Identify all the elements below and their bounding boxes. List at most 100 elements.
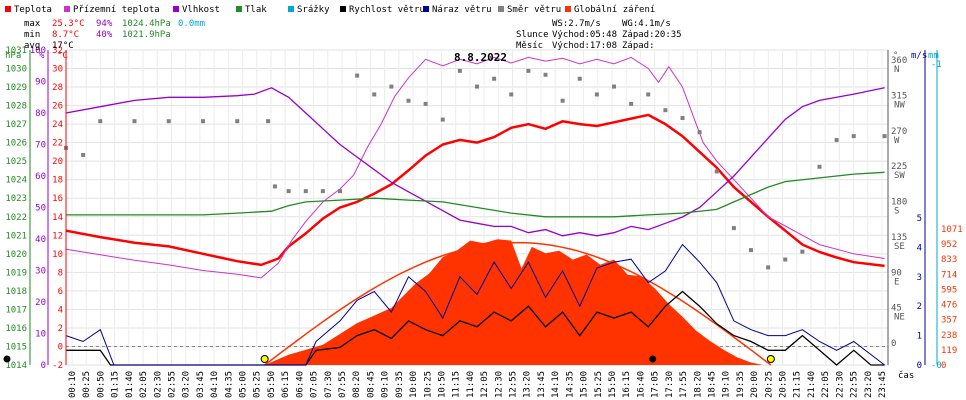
x-tick-label: 19:35	[736, 371, 746, 398]
wind-direction-point	[166, 119, 171, 124]
series-line-rychlost-větru	[66, 290, 885, 366]
x-tick-label: 23:45	[878, 371, 888, 398]
x-tick-label: 06:40	[295, 371, 305, 398]
ms-tick-label: 4	[917, 243, 922, 253]
sun-rise: Východ:05:48	[552, 30, 617, 40]
temp-tick-label: 0	[58, 342, 63, 352]
legend-label: Přízemní teplota	[73, 5, 160, 15]
pct-tick-label: 30	[35, 267, 46, 277]
pct-tick-label: 50	[35, 204, 46, 214]
stats-min-temp: 8.7°C	[52, 30, 79, 40]
x-tick-label: 18:45	[707, 371, 717, 398]
x-tick-label: 20:25	[764, 371, 774, 398]
x-tick-label: 00:25	[82, 371, 92, 398]
legend-swatch	[236, 6, 242, 12]
wind-direction-point	[272, 184, 277, 189]
pct-tick-label: 20	[35, 298, 46, 308]
wind-direction-point	[749, 248, 753, 253]
x-tick-label: 11:40	[466, 371, 476, 398]
wind-direction-points	[64, 68, 887, 270]
x-tick-label: 01:40	[125, 371, 135, 398]
hpa-tick-label: 1017	[5, 305, 27, 315]
moonrise-marker	[649, 355, 657, 363]
rad-tick-label: 357	[941, 316, 957, 326]
rad-tick-label: 952	[941, 240, 957, 250]
wind-direction-point	[492, 76, 497, 81]
hpa-tick-label: 1018	[5, 287, 27, 297]
stats-max-temp: 25.3°C	[52, 19, 85, 29]
wind-direction-point	[389, 84, 394, 89]
temp-tick-label: 12	[52, 231, 63, 241]
x-tick-label: 05:00	[239, 371, 249, 398]
legend-swatch	[423, 6, 429, 12]
pct-tick-label: 10	[35, 330, 46, 340]
x-tick-label: 09:35	[395, 371, 405, 398]
hpa-tick-label: 1021	[5, 231, 27, 241]
hpa-tick-label: 1020	[5, 250, 27, 260]
wind-direction-point	[882, 134, 887, 139]
wind-ws: WS:2.7m/s	[552, 19, 601, 29]
ms-tick-label: 5	[917, 214, 922, 224]
dir-compass-label: SE	[894, 242, 905, 252]
moon-phase-marker	[3, 355, 11, 363]
wind-direction-point	[509, 92, 514, 97]
wind-direction-point	[834, 138, 839, 143]
wind-direction-point	[697, 130, 702, 135]
legend-swatch	[64, 6, 70, 12]
x-tick-label: 17:30	[665, 371, 675, 398]
x-tick-label: 02:55	[167, 371, 177, 398]
pct-tick-label: 100	[30, 46, 46, 56]
x-tick-label: 20:00	[750, 371, 760, 398]
wind-direction-point	[800, 249, 805, 254]
x-tick-label: 12:55	[509, 371, 519, 398]
dir-tick-label: 45	[891, 304, 902, 314]
x-tick-label: 13:45	[537, 371, 547, 398]
x-tick-label: 13:20	[523, 371, 533, 398]
wind-direction-point	[98, 119, 103, 124]
wind-direction-point	[338, 189, 342, 194]
legend-label: Směr větru	[507, 5, 561, 15]
dir-tick-label: 225	[891, 162, 907, 172]
dir-compass-label: SW	[894, 171, 905, 181]
pct-tick-label: 40	[35, 235, 46, 245]
wind-wg: WG:4.1m/s	[622, 19, 671, 29]
legend-label: Vlhkost	[182, 5, 220, 15]
wind-direction-point	[526, 68, 531, 73]
stats-max-hum: 94%	[96, 19, 113, 29]
axes: 1014101510161017101810191020102110221023…	[3, 46, 963, 371]
temp-tick-label: 28	[52, 83, 63, 93]
dir-tick-label: 90	[891, 268, 902, 278]
temp-tick-label: 32	[52, 46, 63, 56]
series-line-náraz-větru	[65, 243, 885, 366]
temp-tick-label: 10	[52, 250, 63, 260]
ms-tick-label: 3	[917, 273, 922, 283]
mm-unit: mm	[928, 51, 939, 61]
radiation-area	[264, 239, 763, 365]
wind-direction-point	[440, 117, 445, 122]
hpa-tick-label: 1014	[5, 361, 27, 371]
x-tick-label: 05:50	[267, 371, 277, 398]
stats-max-label: max	[24, 19, 41, 29]
temp-unit: °C	[57, 51, 68, 61]
dir-compass-label: E	[894, 277, 899, 287]
legend-label: Tlak	[245, 5, 267, 15]
radiation-layer	[264, 239, 772, 366]
mm-tick-label: -0	[931, 361, 942, 371]
sun-label: Slunce	[516, 30, 549, 40]
dir-tick-label: 360	[891, 56, 907, 66]
x-tick-label: 16:15	[622, 371, 632, 398]
rad-tick-label: 119	[941, 346, 957, 356]
stats-block: max 25.3°C 94% 1024.4hPa 0.0mm min 8.7°C…	[24, 19, 205, 51]
temp-tick-label: -2	[52, 361, 63, 371]
legend-label: Srážky	[297, 5, 330, 15]
dir-compass-label: S	[894, 207, 899, 217]
x-tick-label: 22:30	[835, 371, 845, 398]
mm-tick-label: -1	[931, 60, 942, 70]
hpa-tick-label: 1030	[5, 65, 27, 75]
x-tick-label: 07:55	[338, 371, 348, 398]
rad-tick-label: 833	[941, 255, 957, 265]
wind-direction-point	[783, 257, 788, 262]
x-tick-label: 21:40	[807, 371, 817, 398]
x-tick-label: 15:50	[608, 371, 618, 398]
